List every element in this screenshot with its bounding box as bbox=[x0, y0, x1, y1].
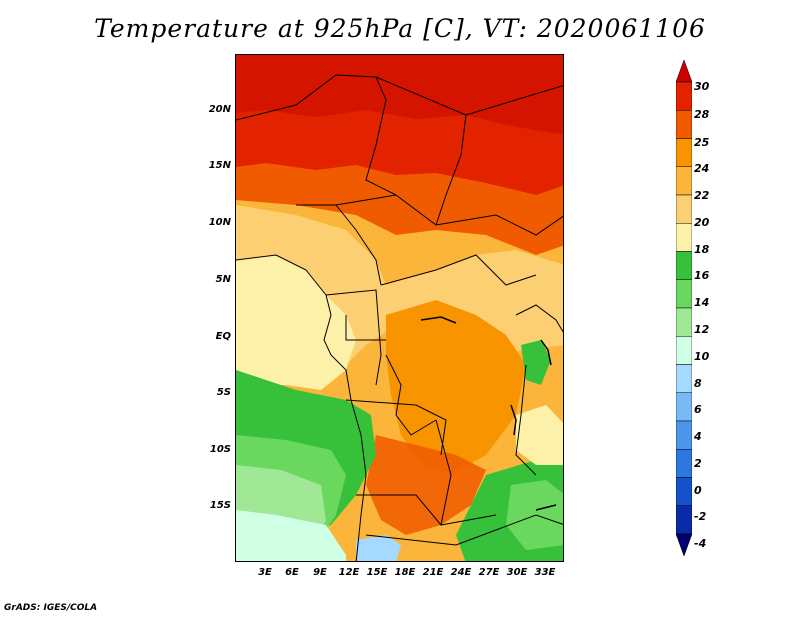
color-legend bbox=[676, 60, 692, 556]
legend-label-22: 22 bbox=[694, 189, 710, 202]
legend-label-28: 28 bbox=[694, 108, 710, 121]
legend-label-8: 8 bbox=[694, 377, 702, 390]
legend-swatch-1 bbox=[676, 81, 692, 111]
temp-zone-25-south bbox=[366, 435, 486, 535]
legend-label-24: 24 bbox=[694, 162, 710, 175]
temp-zone-14-southeast bbox=[506, 480, 563, 550]
legend-label-18: 18 bbox=[694, 243, 710, 256]
temp-zone-8-coast bbox=[356, 535, 401, 561]
legend-swatches bbox=[676, 60, 692, 556]
lat-label-5n: 5N bbox=[215, 274, 231, 285]
legend-swatch-6 bbox=[676, 223, 692, 252]
legend-swatch-11 bbox=[676, 364, 692, 393]
legend-label-20: 20 bbox=[694, 216, 710, 229]
lon-label-18e: 18E bbox=[394, 567, 416, 578]
legend-swatch-3 bbox=[676, 138, 692, 167]
lon-label-27e: 27E bbox=[478, 567, 500, 578]
legend-swatch-0 bbox=[676, 60, 692, 83]
lon-label-24e: 24E bbox=[450, 567, 472, 578]
lon-label-21e: 21E bbox=[422, 567, 444, 578]
temperature-map bbox=[235, 54, 564, 562]
chart-title: Temperature at 925hPa [C], VT: 202006110… bbox=[94, 14, 706, 43]
legend-label-12: 12 bbox=[694, 323, 710, 336]
lat-label-10s: 10S bbox=[209, 444, 231, 455]
lat-label-eq: EQ bbox=[215, 331, 231, 342]
lat-label-20n: 20N bbox=[208, 104, 231, 115]
legend-label-10: 10 bbox=[694, 350, 710, 363]
legend-swatch-2 bbox=[676, 110, 692, 139]
temp-zone-20-gulf bbox=[236, 255, 356, 390]
legend-label-4: 4 bbox=[694, 430, 702, 443]
lon-label-9e: 9E bbox=[313, 567, 327, 578]
legend-label-25: 25 bbox=[694, 136, 710, 149]
grads-credit: GrADS: IGES/COLA bbox=[4, 603, 98, 613]
lon-label-3e: 3E bbox=[258, 567, 272, 578]
legend-swatch-13 bbox=[676, 420, 692, 450]
legend-swatch-10 bbox=[676, 336, 692, 365]
legend-label-16: 16 bbox=[694, 269, 710, 282]
country-borders bbox=[236, 74, 563, 561]
temp-zone-20-rift bbox=[516, 405, 563, 465]
legend-swatch-15 bbox=[676, 477, 692, 506]
legend-label-2: 2 bbox=[694, 457, 702, 470]
lon-label-6e: 6E bbox=[285, 567, 299, 578]
temp-zone-10-ocean bbox=[236, 510, 346, 561]
legend-label-30: 30 bbox=[694, 80, 710, 93]
lon-label-12e: 12E bbox=[338, 567, 360, 578]
lat-label-5s: 5S bbox=[216, 387, 231, 398]
temp-zone-16-rift bbox=[521, 340, 551, 385]
legend-swatch-14 bbox=[676, 449, 692, 478]
lat-label-15n: 15N bbox=[208, 160, 231, 171]
legend-label-minus4: -4 bbox=[694, 537, 707, 550]
lon-label-15e: 15E bbox=[366, 567, 388, 578]
lat-label-15s: 15S bbox=[209, 500, 231, 511]
lon-label-33e: 33E bbox=[534, 567, 556, 578]
temp-zone-hot-core bbox=[236, 55, 563, 135]
legend-label-6: 6 bbox=[694, 403, 702, 416]
legend-label-0: 0 bbox=[694, 484, 702, 497]
lakes bbox=[420, 316, 557, 511]
legend-swatch-12 bbox=[676, 392, 692, 422]
legend-swatch-5 bbox=[676, 194, 692, 224]
lat-label-10n: 10N bbox=[208, 217, 231, 228]
legend-label-14: 14 bbox=[694, 296, 710, 309]
temp-zone-24-basin bbox=[386, 300, 526, 475]
legend-swatch-9 bbox=[676, 307, 692, 337]
lon-label-30e: 30E bbox=[506, 567, 528, 578]
legend-label-minus2: -2 bbox=[694, 510, 707, 523]
legend-swatch-7 bbox=[676, 251, 692, 280]
legend-swatch-4 bbox=[676, 166, 692, 196]
legend-swatch-16 bbox=[676, 505, 692, 535]
legend-swatch-17 bbox=[676, 533, 692, 556]
legend-swatch-8 bbox=[676, 279, 692, 309]
